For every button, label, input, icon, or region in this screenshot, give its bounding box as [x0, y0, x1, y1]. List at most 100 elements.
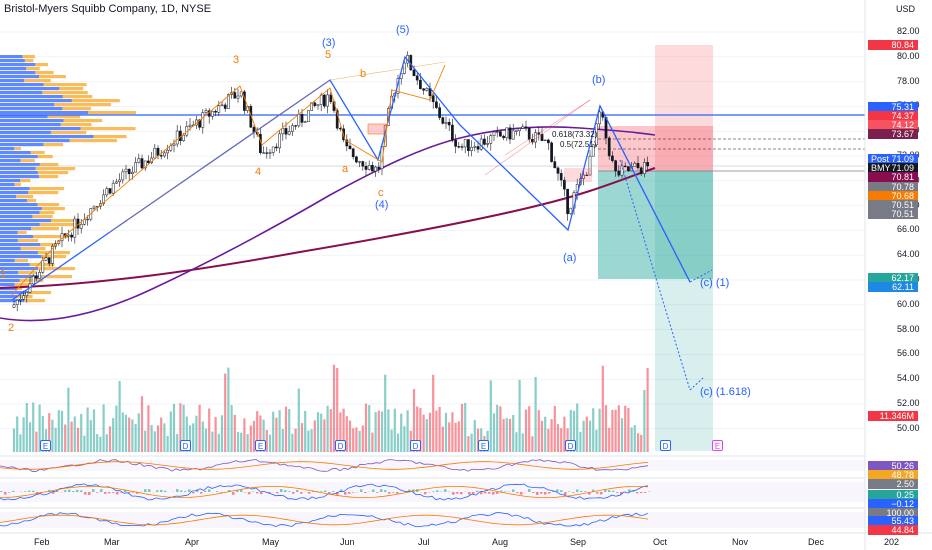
event-marker[interactable]: D [410, 440, 421, 451]
wave-label[interactable]: c [378, 187, 384, 199]
indicator-panes[interactable] [0, 455, 865, 528]
wave-label[interactable]: b [360, 68, 367, 80]
candle-body [639, 167, 643, 174]
wave-label[interactable]: 2 [8, 322, 15, 334]
wave-label[interactable]: (5) [396, 24, 410, 36]
symbol-title[interactable]: Bristol-Myers Squibb Company, 1D, NYSE [4, 3, 212, 15]
event-marker[interactable]: D [335, 440, 346, 451]
elliott-wave-minor[interactable] [11, 64, 446, 296]
volume-bar [368, 405, 371, 452]
wave-label[interactable]: a [342, 163, 349, 175]
projection-c1618[interactable] [619, 159, 691, 391]
volume-bar [464, 402, 467, 452]
stop-loss-zone[interactable] [655, 45, 713, 171]
profile-bar-sell [43, 143, 64, 147]
volume-bar [102, 404, 105, 452]
price-tag[interactable]: 70.68 [868, 191, 918, 201]
wave-label[interactable]: (c) (1) [700, 277, 730, 289]
wave-label[interactable]: (a) [563, 252, 577, 264]
wave-label[interactable]: (4) [375, 199, 389, 211]
event-marker[interactable]: E [712, 440, 723, 451]
volume-bar [524, 409, 528, 452]
macd-histogram-bar [92, 489, 95, 492]
event-marker[interactable]: E [478, 440, 489, 451]
candle-body [371, 164, 374, 172]
macd-histogram-bar [236, 490, 239, 492]
volume-bar [22, 417, 25, 452]
price-tag[interactable]: 70.51 [868, 200, 918, 210]
price-tag[interactable]: 73.67 [868, 129, 918, 139]
volume-bar [422, 414, 425, 452]
macd-histogram-bar [556, 489, 559, 492]
candle-body [559, 173, 563, 181]
price-tag[interactable]: 11.346M [868, 411, 918, 421]
candle-body [643, 162, 646, 174]
volume-bar [348, 420, 352, 452]
volume-bar [428, 412, 432, 452]
macd-histogram-bar [240, 489, 243, 492]
macd-histogram-bar [636, 492, 639, 494]
macd-histogram-bar [256, 492, 259, 494]
price-tag[interactable]: 74.12 [868, 120, 918, 130]
wave-label[interactable]: (c) (1.618) [700, 386, 751, 398]
event-marker[interactable]: D [660, 440, 671, 451]
profile-bar-sell [80, 127, 136, 131]
volume-bar [454, 422, 457, 452]
macd-histogram-bar [568, 491, 571, 492]
candle-body [515, 130, 518, 132]
candle-body [607, 137, 611, 157]
profile-bar-buy [0, 163, 40, 167]
candle-body [268, 152, 272, 154]
projection-c1[interactable] [599, 105, 691, 283]
profile-bar-sell [14, 183, 21, 187]
price-tag[interactable]: 70.78 [868, 182, 918, 192]
wave-label[interactable]: 4 [255, 166, 262, 178]
macd-histogram-bar [500, 490, 503, 492]
volume-bar [176, 433, 179, 452]
volume-bar [576, 403, 579, 452]
macd-histogram-bar [436, 490, 439, 492]
price-tag[interactable]: 62.17 [868, 273, 918, 283]
candle-body [134, 162, 137, 173]
price-tag[interactable]: 70.81 [868, 172, 918, 182]
wave-label[interactable]: 1 [0, 268, 7, 280]
volume-bar [57, 410, 60, 452]
wave-label[interactable]: 5 [325, 49, 332, 61]
event-marker[interactable]: E [255, 440, 266, 451]
price-tag[interactable]: BMY 71.09 [868, 163, 918, 173]
price-tag[interactable]: 70.51 [868, 209, 918, 219]
macd-histogram-bar [320, 491, 323, 492]
price-tag[interactable]: 75.31 [868, 102, 918, 112]
volume-bar [425, 419, 428, 452]
profile-bar-sell [29, 187, 65, 191]
profile-bar-sell [37, 171, 69, 175]
event-marker[interactable]: D [180, 440, 191, 451]
take-profit-zone[interactable] [655, 171, 713, 451]
profile-bar-sell [59, 87, 84, 91]
price-tag[interactable]: 62.11 [868, 282, 918, 292]
event-marker[interactable]: D [565, 440, 576, 451]
indicator-value-tag: 48.78 [868, 470, 918, 480]
volume-bar [336, 367, 339, 452]
price-tag[interactable]: Post 71.09 [868, 154, 918, 164]
stop-loss-zone-active [598, 126, 713, 171]
wave-label[interactable]: (b) [592, 74, 606, 86]
candle-body [159, 155, 163, 157]
price-tag[interactable]: 80.84 [868, 40, 918, 50]
wave-label[interactable]: 3 [233, 54, 240, 66]
volume-bar [240, 432, 243, 452]
profile-bar-buy [0, 127, 81, 131]
macd-histogram-bar [564, 492, 567, 495]
profile-bar-buy [0, 187, 30, 191]
macd-histogram-bar [484, 492, 487, 494]
price-tag[interactable]: 74.37 [868, 111, 918, 121]
price-tick-label: 78.00 [897, 75, 920, 86]
volume-bar [227, 367, 230, 452]
wave-label[interactable]: (3) [322, 37, 336, 49]
price-tag-value: 75.31 [891, 102, 914, 112]
macd-histogram-bar [452, 492, 455, 495]
event-marker[interactable]: E [40, 440, 51, 451]
macd-histogram-bar [208, 489, 211, 492]
